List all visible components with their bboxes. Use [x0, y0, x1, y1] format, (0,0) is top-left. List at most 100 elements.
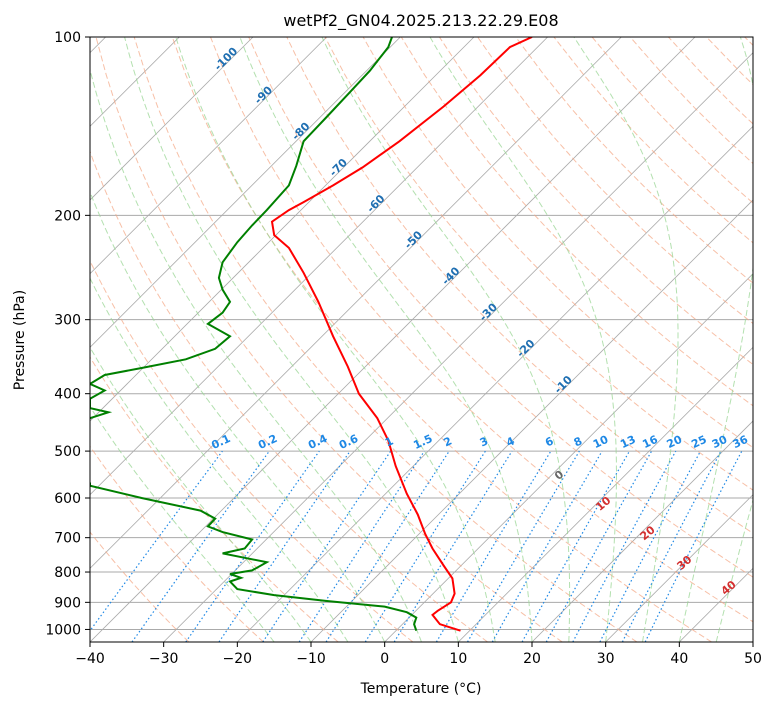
mixing-ratio-line [185, 450, 320, 642]
y-tick-label: 200 [54, 208, 81, 224]
isotherm-line [90, 37, 327, 275]
moist-adiabat-line [90, 190, 386, 642]
mixing-ratio-line [644, 450, 743, 642]
mixing-ratio-label: 13 [618, 433, 637, 451]
mixing-ratio-line [218, 450, 351, 642]
isotherm-line [90, 37, 696, 642]
isotherm-line [531, 420, 753, 642]
mixing-ratio-label: 36 [731, 433, 751, 451]
isotherm-line [90, 37, 254, 201]
dry-adiabat-label: -30 [477, 300, 500, 323]
isotherm-line [90, 37, 401, 348]
dry-adiabat-label: -40 [439, 264, 462, 287]
isotherm-line [458, 346, 753, 642]
moist-adiabat-label: 20 [638, 523, 658, 543]
dry-adiabat-line [133, 37, 638, 642]
dry-adiabat-line [210, 37, 753, 623]
x-tick-label: 40 [670, 651, 688, 667]
isotherm-line [90, 37, 475, 422]
mixing-ratio-line [393, 450, 513, 642]
moist-adiabat-line [678, 37, 753, 642]
dry-adiabat-line [591, 37, 753, 204]
x-tick-label: −20 [223, 651, 253, 667]
moist-adiabat-line [573, 37, 679, 642]
x-tick-label: −30 [149, 651, 179, 667]
moist-adiabat-line [90, 346, 312, 642]
isotherm-line [752, 641, 753, 642]
y-tick-label: 600 [54, 491, 81, 507]
mixing-ratio-label: 8 [572, 434, 584, 449]
isotherm-line [90, 37, 548, 496]
mixing-ratio-line [521, 450, 631, 642]
moist-adiabat-line [321, 37, 571, 642]
dry-adiabat-label: -80 [289, 120, 312, 143]
moist-adiabat-label: 10 [593, 494, 613, 514]
mixing-ratio-line [131, 450, 270, 642]
x-tick-label: −10 [296, 651, 326, 667]
dry-adiabat-line [744, 37, 753, 46]
dry-adiabat-line [668, 37, 753, 125]
y-tick-label: 300 [54, 313, 81, 329]
y-tick-label: 800 [54, 565, 81, 581]
y-axis: 1000 900 800 700 600 500 400 300 200 100 [45, 30, 90, 638]
isotherm-line [237, 125, 753, 642]
dry-adiabat-line [90, 150, 488, 642]
dry-adiabat-line [90, 259, 414, 642]
mixing-ratio-line [435, 450, 552, 642]
y-axis-label: Pressure (hPa) [12, 290, 28, 390]
mixing-ratio-label: 16 [640, 433, 660, 451]
x-tick-label: 0 [380, 651, 389, 667]
moist-adiabat-line [715, 498, 753, 642]
moist-adiabat-label: 40 [719, 578, 739, 598]
isotherm-line [679, 567, 753, 642]
mixing-ratio-line [262, 450, 392, 642]
moist-adiabat-line [175, 37, 496, 642]
isotherm-line [384, 273, 753, 642]
mixing-ratio-label: 3 [478, 434, 490, 449]
mixing-ratio-line [90, 450, 223, 632]
y-tick-label: 900 [54, 595, 81, 611]
dry-adiabat-label: -100 [212, 44, 241, 73]
dry-adiabat-line [515, 37, 753, 284]
x-tick-label: 20 [523, 651, 541, 667]
series-group [90, 37, 533, 632]
mixing-ratio-label: 0.4 [306, 432, 329, 452]
moist-adiabat-line [124, 37, 459, 642]
mixing-ratio-label: 0.1 [209, 432, 232, 452]
y-tick-label: 700 [54, 531, 81, 547]
grid-lines [90, 37, 753, 642]
moist-adiabat-line [90, 67, 422, 642]
x-axis: −40 −30 −20 −10 0 10 20 30 40 50 [75, 642, 762, 667]
x-axis-label: Temperature (°C) [360, 681, 482, 697]
dry-adiabat-line [248, 37, 753, 578]
dry-adiabat-label: -10 [552, 373, 575, 396]
isotherm-line [310, 199, 753, 642]
plot-frame [89, 36, 754, 643]
dry-adiabat-line [90, 356, 339, 642]
y-tick-label: 500 [54, 444, 81, 460]
y-tick-label: 1000 [45, 622, 81, 638]
temperature-line [270, 37, 533, 632]
dry-adiabat-line [90, 531, 190, 642]
mixing-ratio-label: 30 [710, 433, 730, 451]
moist-adiabat-line [239, 37, 533, 642]
mixing-ratio-label: 1.5 [411, 432, 434, 452]
mixing-ratio-line [298, 450, 425, 642]
isotherm-line [163, 52, 753, 642]
dry-adiabat-line [438, 37, 753, 366]
dry-adiabat-line [706, 37, 753, 86]
isotherm-line [90, 37, 622, 569]
dry-adiabat-label: -20 [514, 337, 537, 360]
mixing-ratio-label: 20 [665, 433, 685, 451]
moist-adiabat-line [90, 405, 275, 642]
mixing-ratio-line [545, 450, 653, 642]
mixing-ratio-label: 10 [591, 433, 611, 451]
x-tick-label: −40 [75, 651, 105, 667]
dry-adiabat-line [400, 37, 753, 407]
y-tick-label: 400 [54, 387, 81, 403]
mixing-ratio-line [572, 450, 677, 642]
dry-adiabat-line [90, 445, 264, 642]
dry-adiabat-line [95, 37, 563, 642]
dry-adiabat-line [171, 37, 712, 642]
